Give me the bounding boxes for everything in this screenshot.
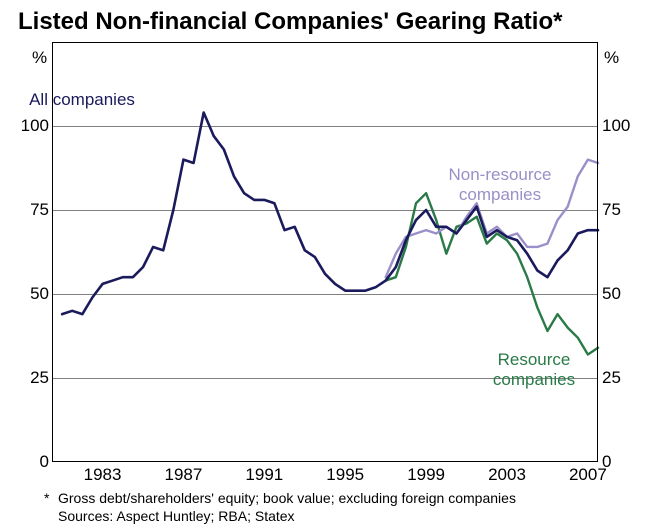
sources-text: Sources: Aspect Huntley; RBA; Statex xyxy=(58,508,295,524)
x-tick: 1987 xyxy=(165,465,203,485)
y-tick-left: 100 xyxy=(21,116,49,136)
x-tick: 2007 xyxy=(569,465,607,485)
x-tick: 1991 xyxy=(245,465,283,485)
x-tick: 1995 xyxy=(326,465,364,485)
chart-title: Listed Non-financial Companies' Gearing … xyxy=(18,8,562,36)
y-unit-left: % xyxy=(32,48,47,68)
y-tick-left: 0 xyxy=(40,452,49,472)
label-resource: Resource companies xyxy=(493,350,575,389)
chart-container: Listed Non-financial Companies' Gearing … xyxy=(0,0,651,532)
y-tick-right: 25 xyxy=(602,368,621,388)
y-tick-right: 75 xyxy=(602,200,621,220)
y-tick-left: 50 xyxy=(30,284,49,304)
y-unit-right: % xyxy=(604,48,619,68)
label-all-companies: All companies xyxy=(29,90,135,110)
x-tick: 1999 xyxy=(407,465,445,485)
footnote-star: * xyxy=(44,490,49,506)
y-tick-left: 75 xyxy=(30,200,49,220)
footnote-text: Gross debt/shareholders' equity; book va… xyxy=(58,490,516,506)
y-tick-right: 100 xyxy=(602,116,630,136)
x-tick: 1983 xyxy=(84,465,122,485)
label-non-resource: Non-resource companies xyxy=(449,165,552,204)
y-tick-right: 50 xyxy=(602,284,621,304)
y-tick-left: 25 xyxy=(30,368,49,388)
x-tick: 2003 xyxy=(488,465,526,485)
